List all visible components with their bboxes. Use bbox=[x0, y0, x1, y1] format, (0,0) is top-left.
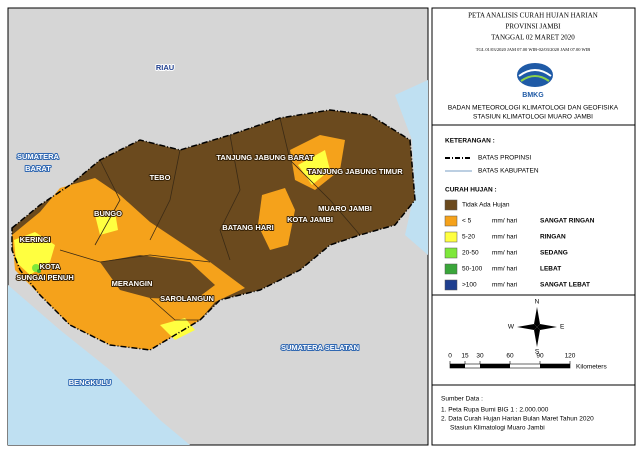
boundary-label: BATAS KABUPATEN bbox=[478, 168, 539, 175]
legend-range: 20-50 bbox=[462, 250, 479, 257]
legend-heading: KETERANGAN : bbox=[445, 138, 495, 145]
place-label: RIAU bbox=[156, 63, 174, 72]
legend-unit: mm/ hari bbox=[492, 282, 517, 289]
scale-label: 0 bbox=[448, 353, 452, 360]
sea bbox=[8, 285, 190, 445]
place-label: TANJUNG JABUNG TIMUR bbox=[307, 167, 403, 176]
legend-swatch bbox=[444, 231, 458, 243]
scale-label: 90 bbox=[536, 353, 544, 360]
title: TGL 01/03/2020 JAM 07.00 WIB-02/03/2020 … bbox=[476, 47, 591, 52]
legend-category: SANGAT LEBAT bbox=[540, 282, 590, 289]
compass-arrow bbox=[537, 324, 557, 330]
legend-unit: mm/ hari bbox=[492, 218, 517, 225]
district-boundary bbox=[59, 249, 211, 263]
compass-letter: E bbox=[560, 324, 565, 331]
source-line: Sumber Data : bbox=[441, 396, 483, 403]
district-boundary bbox=[219, 134, 241, 261]
compass-letter: N bbox=[535, 299, 540, 306]
legend-range: Tidak Ada Hujan bbox=[462, 202, 510, 209]
place-label: BUNGO bbox=[94, 209, 122, 218]
rain-area bbox=[160, 318, 195, 340]
boundary-label: BATAS PROPINSI bbox=[478, 155, 531, 162]
logo-wave bbox=[518, 69, 552, 77]
district-boundary bbox=[279, 117, 361, 236]
agency-line: BADAN METEOROLOGI KLIMATOLOGI DAN GEOFIS… bbox=[448, 105, 619, 112]
legend-swatch bbox=[444, 247, 458, 259]
compass-arrow bbox=[517, 324, 537, 330]
place-label: SUNGAI PENUH bbox=[16, 273, 74, 282]
title: PETA ANALISIS CURAH HUJAN HARIAN bbox=[468, 12, 598, 20]
compass-letter: W bbox=[508, 324, 515, 331]
place-label: MERANGIN bbox=[112, 279, 153, 288]
legend-swatch bbox=[444, 215, 458, 227]
rain-heading: CURAH HUJAN : bbox=[445, 187, 497, 194]
district-boundary bbox=[149, 149, 181, 241]
rain-area bbox=[100, 255, 215, 300]
legend-category: LEBAT bbox=[540, 266, 561, 273]
legend-unit: mm/ hari bbox=[492, 266, 517, 273]
scale-label: 30 bbox=[476, 353, 484, 360]
place-label: MUARO JAMBI bbox=[318, 204, 372, 213]
legend-swatch bbox=[444, 279, 458, 291]
legend-range: 50-100 bbox=[462, 266, 483, 273]
legend-range: >100 bbox=[462, 282, 477, 289]
place-label: TEBO bbox=[150, 173, 171, 182]
agency: BMKG bbox=[522, 92, 544, 99]
place-label: BATANG HARI bbox=[222, 223, 273, 232]
source-line: 1. Peta Rupa Bumi BIG 1 : 2.000.000 bbox=[441, 407, 549, 414]
place-label: KERINCI bbox=[20, 235, 51, 244]
place-label: KOTA bbox=[40, 262, 61, 271]
legend-range: 5-20 bbox=[462, 234, 475, 241]
logo-wave bbox=[520, 75, 550, 82]
scale-label: 60 bbox=[506, 353, 514, 360]
place-label: SUMATERA SELATAN bbox=[281, 343, 359, 352]
scale-unit: Kilometers bbox=[576, 364, 607, 371]
legend-swatch bbox=[444, 263, 458, 275]
source-line: Stasiun Klimatologi Muaro Jambi bbox=[450, 425, 545, 432]
compass-arrow bbox=[534, 307, 540, 327]
title: TANGGAL 02 MARET 2020 bbox=[491, 34, 575, 42]
scale-label: 15 bbox=[461, 353, 469, 360]
province-boundary bbox=[11, 109, 416, 351]
district-boundary bbox=[149, 297, 200, 321]
legend-category: SEDANG bbox=[540, 250, 568, 257]
scale-segment bbox=[480, 364, 510, 368]
title: PROVINSI JAMBI bbox=[505, 23, 561, 31]
place-label: TANJUNG JABUNG BARAT bbox=[216, 153, 314, 162]
district-boundary bbox=[94, 159, 121, 246]
rain-area bbox=[258, 188, 295, 250]
place-label: BARAT bbox=[25, 164, 51, 173]
legend-range: < 5 bbox=[462, 218, 472, 225]
sea bbox=[395, 80, 428, 255]
scale-segment bbox=[450, 364, 465, 368]
compass-arrow bbox=[534, 327, 540, 347]
place-label: BENGKULU bbox=[69, 378, 112, 387]
place-label: KOTA JAMBI bbox=[287, 215, 333, 224]
legend-unit: mm/ hari bbox=[492, 234, 517, 241]
rain-area bbox=[14, 232, 55, 275]
legend-category: SANGAT RINGAN bbox=[540, 218, 595, 225]
rain-area bbox=[37, 269, 41, 273]
compass-letter: S bbox=[535, 349, 540, 356]
scale-label: 120 bbox=[565, 353, 576, 360]
source-line: 2. Data Curah Hujan Harian Bulan Maret T… bbox=[441, 416, 594, 423]
place-label: SAROLANGUN bbox=[160, 294, 214, 303]
agency-line: STASIUN KLIMATOLOGI MUARO JAMBI bbox=[473, 114, 593, 121]
legend-category: RINGAN bbox=[540, 234, 566, 241]
regions bbox=[11, 109, 416, 351]
place-label: SUMATERA bbox=[17, 152, 60, 161]
scale-segment bbox=[540, 364, 570, 368]
legend-unit: mm/ hari bbox=[492, 250, 517, 257]
legend-swatch bbox=[444, 199, 458, 211]
